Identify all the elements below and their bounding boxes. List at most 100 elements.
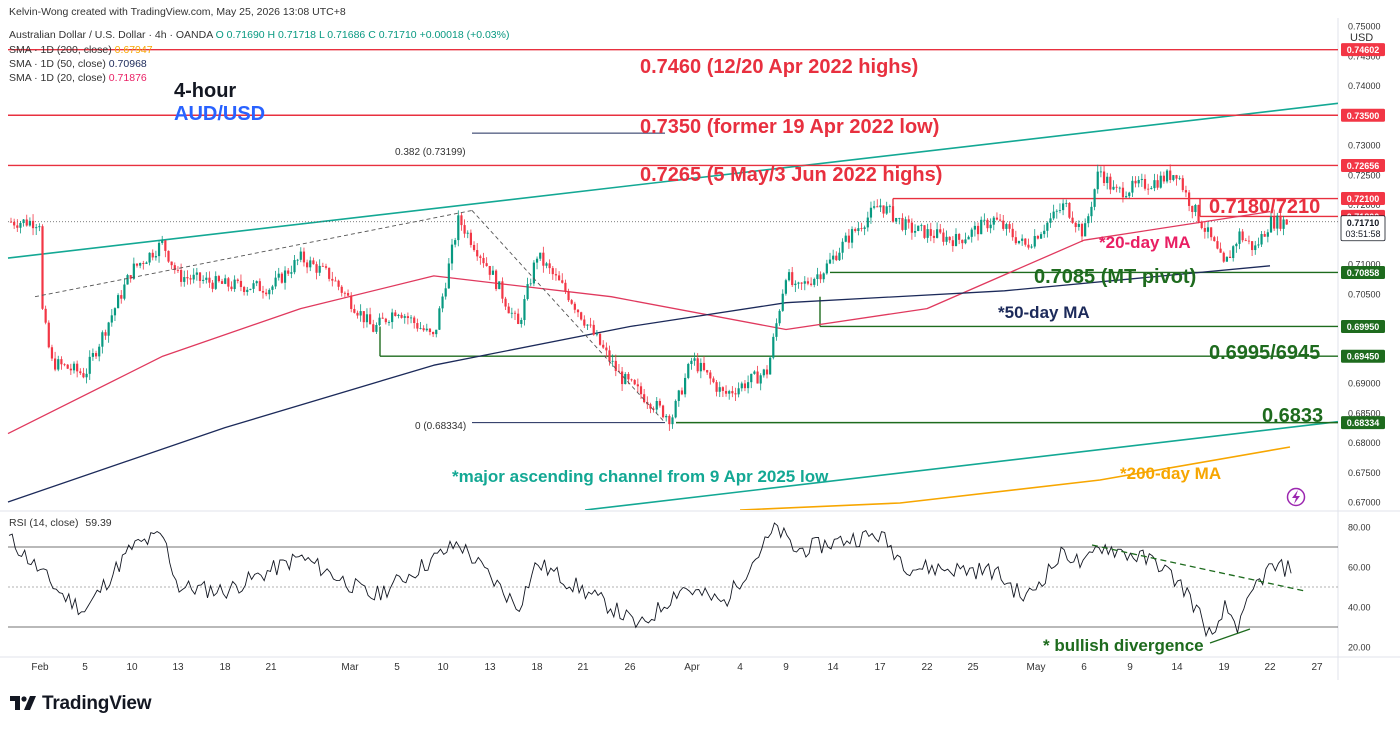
ohlc-low: L 0.71686 <box>318 29 366 41</box>
candle-body <box>318 265 321 273</box>
candle-body <box>13 221 16 226</box>
tradingview-logo[interactable]: TradingView <box>10 693 152 715</box>
candle-body <box>671 417 674 425</box>
rsi-value: 59.39 <box>85 517 112 529</box>
candle-body <box>728 391 731 394</box>
candle-body <box>910 222 913 233</box>
candle-body <box>920 225 923 227</box>
candle-body <box>712 378 715 383</box>
candle-body <box>895 217 898 222</box>
candle-body <box>835 255 838 261</box>
candle-body <box>403 316 406 318</box>
candle-body <box>504 298 507 307</box>
candle-body <box>91 353 94 357</box>
time-tick-label: 17 <box>874 662 886 673</box>
time-tick-label: 14 <box>1171 662 1183 673</box>
candle-body <box>110 315 113 323</box>
candle-body <box>1065 202 1068 204</box>
candle-body <box>113 308 117 316</box>
candle-body <box>869 207 873 218</box>
candle-body <box>961 239 964 244</box>
moving-averages <box>7 210 1291 510</box>
sma20-legend[interactable]: SMA · 1D (20, close) 0.71876 <box>9 72 147 84</box>
candle-body <box>731 391 734 394</box>
created-by-line: Kelvin-Wong created with TradingView.com… <box>9 6 346 18</box>
candle-body <box>1285 219 1288 225</box>
candle-body <box>573 303 576 310</box>
price-tick-label: 0.68000 <box>1348 438 1381 448</box>
time-axis[interactable]: Feb 5 10 13 18 21 Mar 5 10 13 18 21 26 Apr 4 9 14 17 22 25 M… <box>31 662 1323 673</box>
candle-body <box>283 270 287 283</box>
candle-body <box>693 358 696 361</box>
ohlc-high: H 0.71718 <box>267 29 317 41</box>
candle-body <box>38 226 41 228</box>
candle-body <box>198 272 202 281</box>
candle-body <box>76 363 79 372</box>
candle-body <box>860 228 863 229</box>
candle-body <box>340 286 343 293</box>
candle-body <box>47 322 50 348</box>
price-badge-text: 0.72656 <box>1347 161 1380 171</box>
time-tick-label: 22 <box>921 662 933 673</box>
candle-body <box>715 382 718 392</box>
candle-body <box>469 232 472 245</box>
sma200-value: 0.67947 <box>114 44 153 56</box>
candle-body <box>409 317 413 319</box>
ma50-label: *50-day MA <box>998 303 1090 322</box>
price-tick-label: 0.70500 <box>1348 289 1381 299</box>
price-tick-label: 0.68500 <box>1348 408 1381 418</box>
candle-body <box>816 274 819 279</box>
candle-body <box>1178 178 1181 180</box>
candle-body <box>756 371 759 384</box>
candle-body <box>460 215 463 226</box>
candle-body <box>699 362 702 372</box>
candle-body <box>145 262 148 264</box>
candle-body <box>841 241 844 253</box>
candle-body <box>876 206 879 208</box>
candle-body <box>1087 216 1090 224</box>
ohlc-open: O 0.71690 <box>215 29 265 41</box>
candle-body <box>79 371 82 374</box>
candle-body <box>362 311 365 323</box>
sma20-label: SMA · 1D (20, close) <box>9 72 106 84</box>
candle-body <box>249 288 252 290</box>
candle-body <box>854 229 857 231</box>
lightning-icon[interactable] <box>1286 487 1306 507</box>
candle-body <box>337 280 340 287</box>
symbol-name: Australian Dollar / U.S. Dollar · 4h · O… <box>9 29 213 41</box>
candle-body <box>1074 222 1077 227</box>
candle-body <box>501 281 504 299</box>
candle-body <box>885 206 888 214</box>
candle-body <box>1273 216 1276 229</box>
rsi-trendline <box>1091 544 1306 592</box>
candle-body <box>532 262 535 284</box>
candlesticks <box>9 164 1288 431</box>
candle-body <box>545 263 548 266</box>
candle-body <box>680 390 684 395</box>
candle-body <box>148 252 151 263</box>
sma200-legend[interactable]: SMA · 1D (200, close) 0.67947 <box>9 44 153 56</box>
candle-body <box>472 244 476 251</box>
candle-body <box>101 332 104 347</box>
candle-body <box>1184 190 1188 193</box>
sma200-label: SMA · 1D (200, close) <box>9 44 112 56</box>
rsi-legend[interactable]: RSI (14, close) 59.39 <box>9 517 112 529</box>
sma50-legend[interactable]: SMA · 1D (50, close) 0.70968 <box>9 58 147 70</box>
candle-body <box>995 217 999 220</box>
candle-body <box>299 251 302 260</box>
candle-body <box>847 235 850 243</box>
candle-body <box>939 229 942 233</box>
candle-body <box>66 364 69 369</box>
candle-body <box>684 377 687 395</box>
candle-body <box>1159 175 1162 188</box>
candle-body <box>769 357 772 375</box>
candle-body <box>1002 220 1005 229</box>
bullish-divergence-label: * bullish divergence <box>1043 636 1204 655</box>
candle-body <box>167 250 170 262</box>
candle-body <box>655 400 658 410</box>
candle-body <box>1143 178 1147 189</box>
candle-body <box>180 269 183 282</box>
candle-body <box>454 240 457 245</box>
candle-body <box>750 373 753 383</box>
